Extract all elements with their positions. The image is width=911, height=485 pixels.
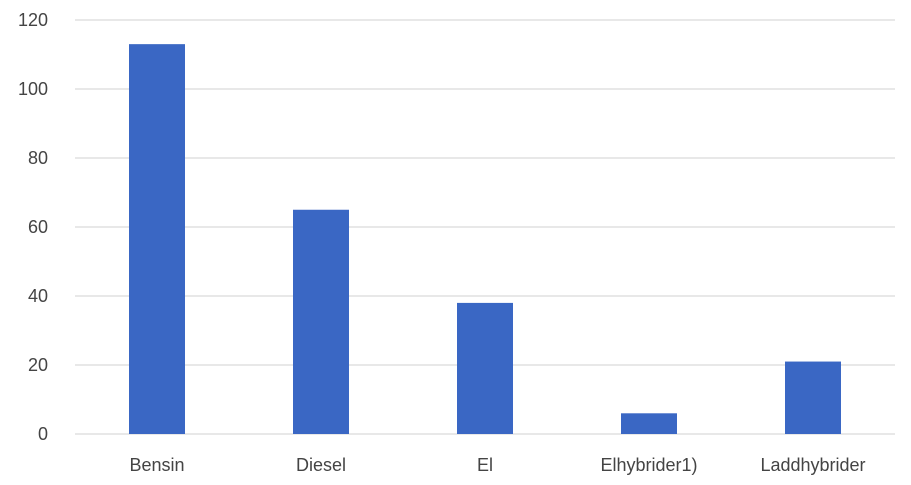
x-axis-category-labels: Bensin Diesel El Elhybrider1) Laddhybrider [129,455,865,475]
gridlines [75,19,895,435]
y-axis-tick-labels: 0 20 40 60 80 100 120 [18,10,48,444]
x-category-label: El [477,455,493,475]
y-tick-label: 0 [38,424,48,444]
y-tick-label: 60 [28,217,48,237]
bars [129,44,841,435]
y-tick-label: 40 [28,286,48,306]
x-category-label: Bensin [129,455,184,475]
bar-elhybrider1 [621,413,677,434]
y-tick-label: 80 [28,148,48,168]
bar-laddhybrider [785,361,841,434]
bar-el [457,302,513,434]
bar-bensin [129,44,185,435]
y-tick-label: 100 [18,79,48,99]
x-category-label: Diesel [296,455,346,475]
y-tick-label: 20 [28,355,48,375]
bar-diesel [293,209,349,434]
x-category-label: Laddhybrider [760,455,865,475]
y-tick-label: 120 [18,10,48,30]
x-category-label: Elhybrider1) [600,455,697,475]
